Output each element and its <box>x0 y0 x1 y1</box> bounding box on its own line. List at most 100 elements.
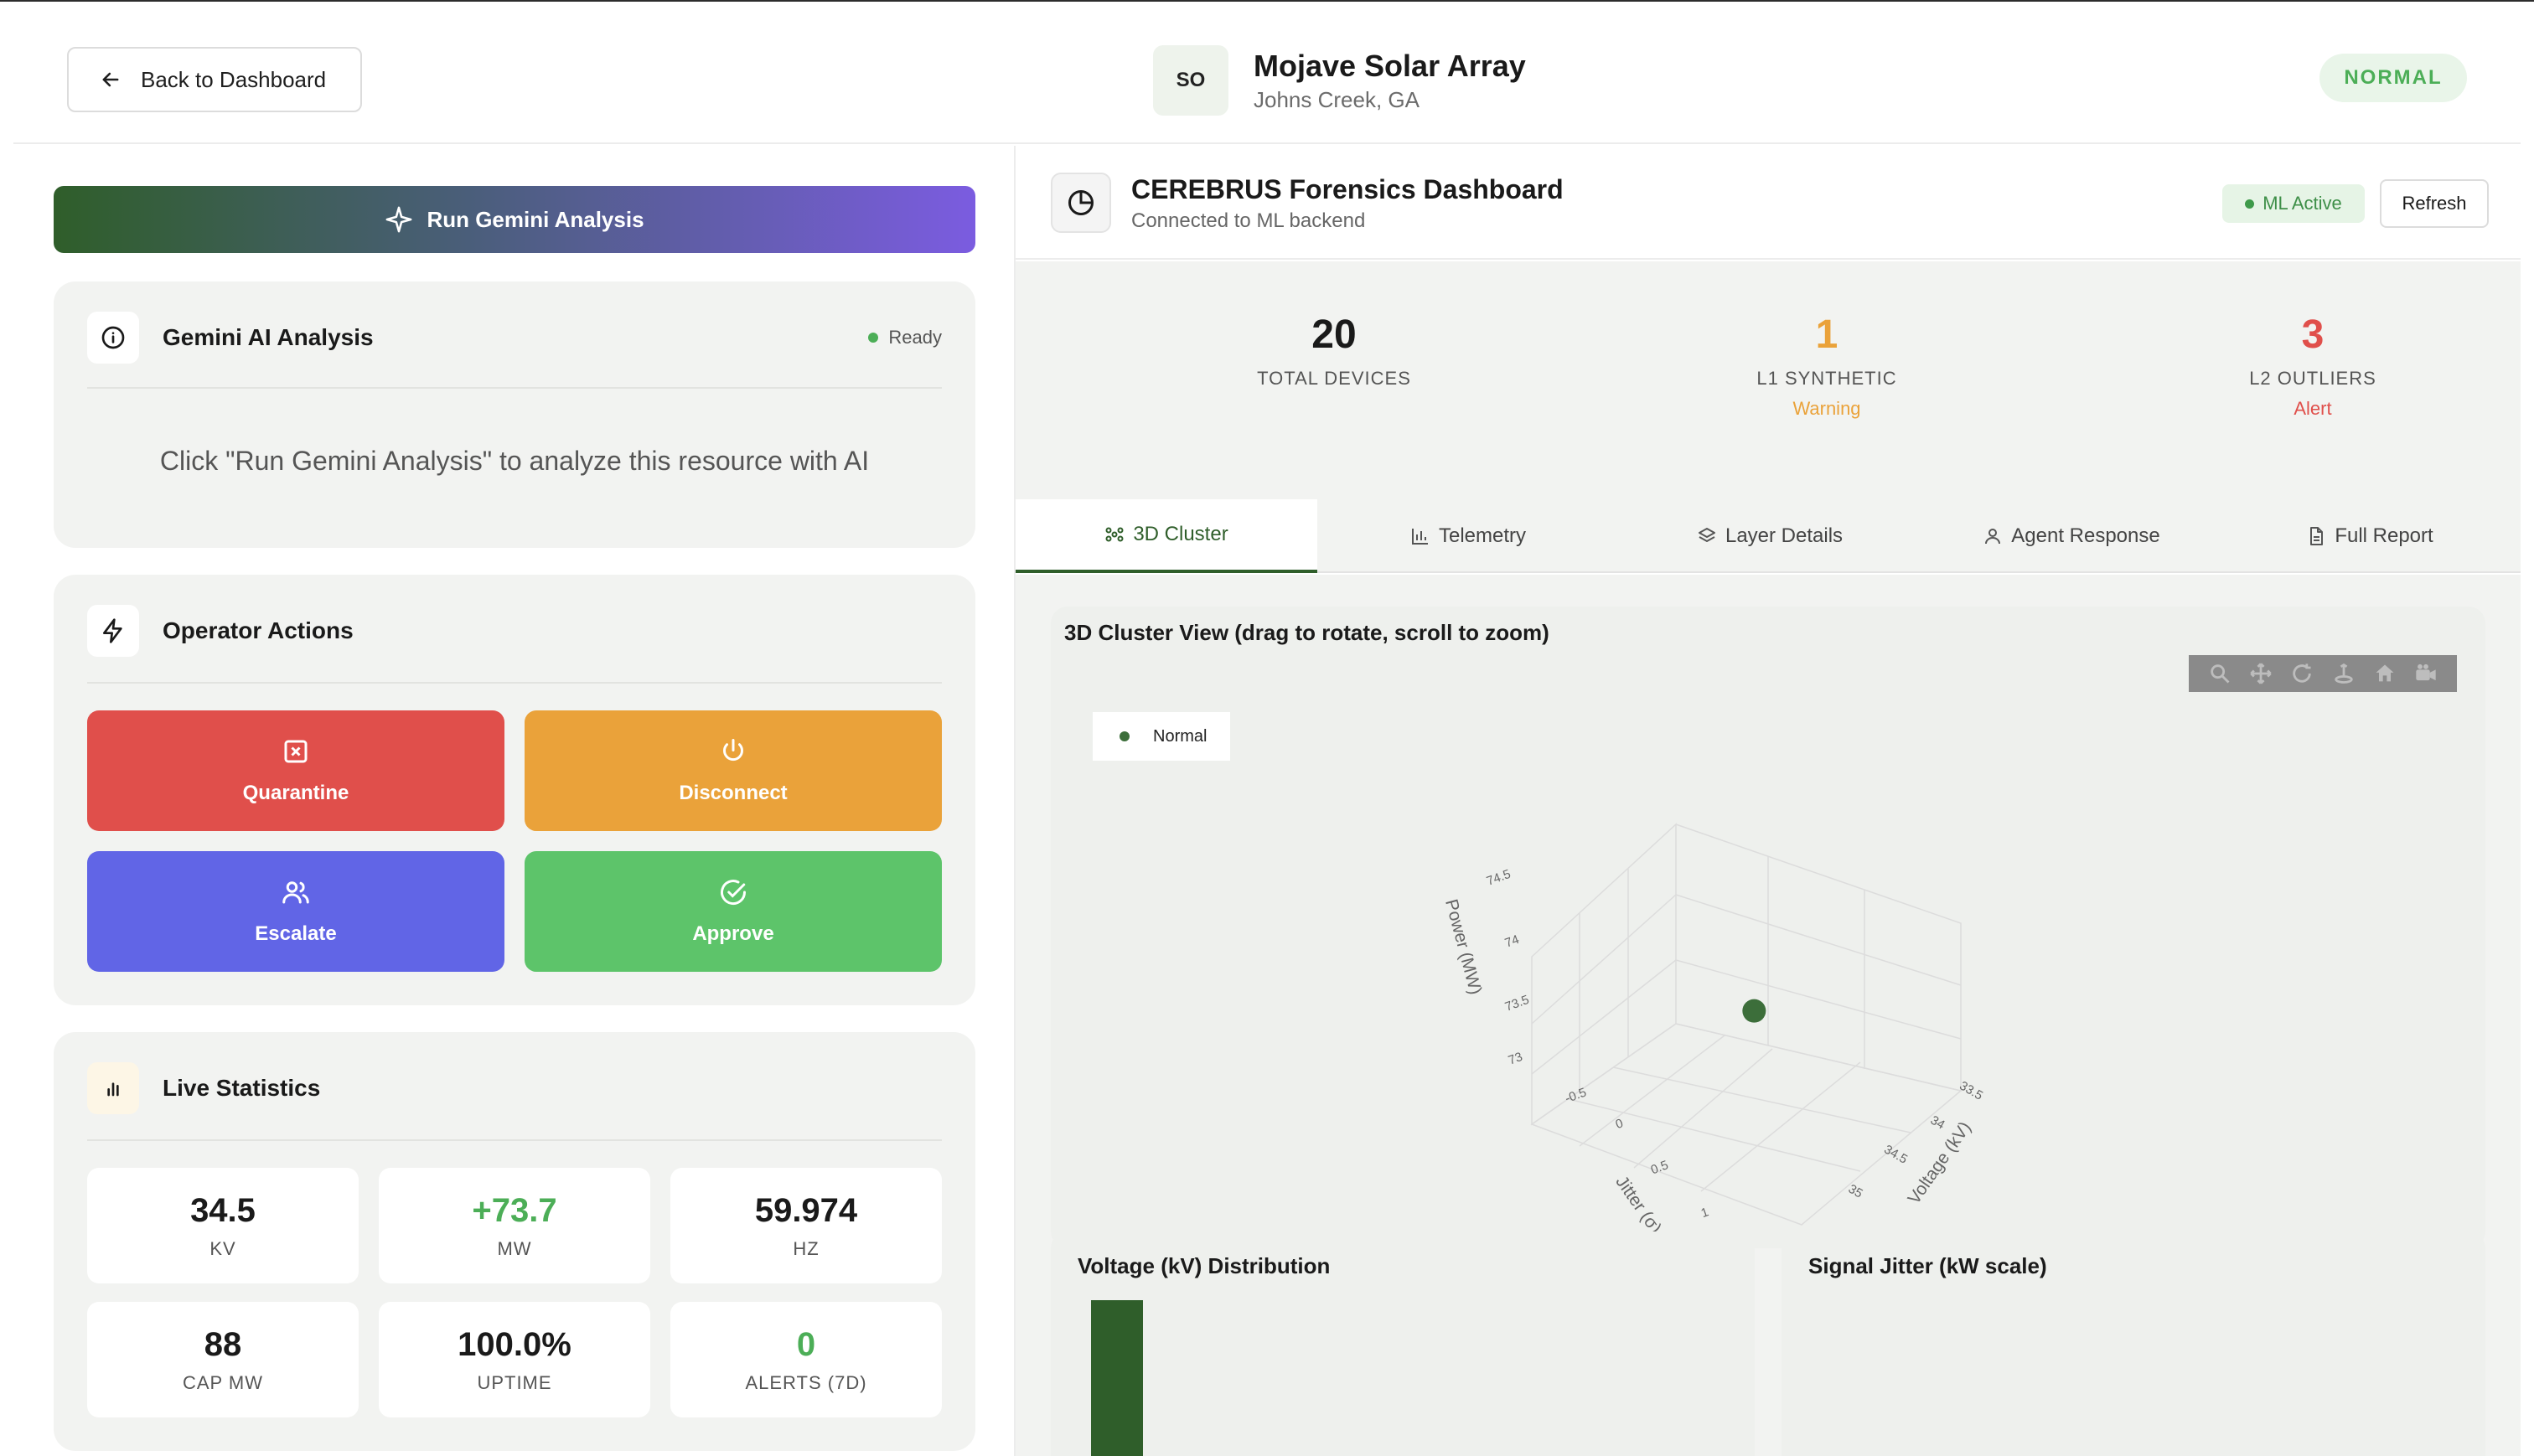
cluster-view-title: 3D Cluster View (drag to rotate, scroll … <box>1064 620 1549 645</box>
stat-label: ALERTS (7D) <box>745 1371 867 1393</box>
voltage-distribution-card: Voltage (kV) Distribution <box>1051 1231 1755 1456</box>
stat-mw: +73.7 MW <box>379 1168 650 1283</box>
home-icon[interactable] <box>2373 662 2397 685</box>
x-tick-label: 33.5 <box>1957 1078 1985 1102</box>
stat-value: +73.7 <box>472 1191 557 1229</box>
metric-l2-outliers: 3 L2 OUTLIERS Alert <box>2137 312 2489 420</box>
tab-layer-details[interactable]: Layer Details <box>1619 499 1921 573</box>
column-divider <box>1014 146 1016 1456</box>
gemini-status: Ready <box>868 327 942 349</box>
tab-3d-cluster[interactable]: 3D Cluster <box>1016 499 1317 573</box>
refresh-button[interactable]: Refresh <box>2380 179 2489 228</box>
z-tick-label: 73.5 <box>1503 993 1531 1015</box>
pan-icon[interactable] <box>2249 662 2273 685</box>
sparkle-icon <box>385 206 412 233</box>
tab-label: Full Report <box>2335 524 2433 547</box>
jitter-distribution-title: Signal Jitter (kW scale) <box>1808 1253 2047 1278</box>
divider <box>87 682 942 684</box>
stat-alerts: 0 ALERTS (7D) <box>670 1302 942 1417</box>
stat-label: KV <box>209 1237 236 1259</box>
info-icon <box>87 312 139 364</box>
site-name: Mojave Solar Array <box>1254 49 1526 83</box>
orbit-rotate-icon[interactable] <box>2290 662 2314 685</box>
tab-telemetry[interactable]: Telemetry <box>1317 499 1619 573</box>
back-label: Back to Dashboard <box>141 66 327 92</box>
tab-label: Agent Response <box>2011 524 2160 547</box>
ml-badge-label: ML Active <box>2262 193 2342 214</box>
stat-kv: 34.5 KV <box>87 1168 359 1283</box>
disconnect-button[interactable]: Disconnect <box>525 710 942 831</box>
stat-value: 59.974 <box>754 1191 858 1229</box>
stat-cap-mw: 88 CAP MW <box>87 1302 359 1417</box>
camera-icon[interactable] <box>2414 662 2438 685</box>
divider <box>87 387 942 389</box>
stat-value: 100.0% <box>458 1325 571 1363</box>
voltage-distribution-title: Voltage (kV) Distribution <box>1078 1253 1331 1278</box>
users-icon <box>282 881 309 904</box>
metric-label: L2 OUTLIERS <box>2249 368 2376 389</box>
ml-active-badge: ML Active <box>2222 184 2365 223</box>
stat-value: 0 <box>796 1325 816 1363</box>
legend-label: Normal <box>1153 726 1208 746</box>
live-statistics-title: Live Statistics <box>163 1075 321 1101</box>
run-gemini-label: Run Gemini Analysis <box>427 206 644 232</box>
metric-status: Alert <box>2294 398 2332 419</box>
z-tick-label: 74 <box>1503 932 1521 951</box>
gemini-status-label: Ready <box>888 327 942 348</box>
page-header: Back to Dashboard SO Mojave Solar Array … <box>13 2 2521 144</box>
plot-grid <box>1530 823 1963 1226</box>
bar-chart-icon <box>87 1062 139 1114</box>
metric-label: L1 SYNTHETIC <box>1756 368 1897 389</box>
metric-value: 3 <box>2301 312 2325 357</box>
gemini-card-title: Gemini AI Analysis <box>163 324 374 350</box>
approve-button[interactable]: Approve <box>525 851 942 972</box>
turntable-icon[interactable] <box>2332 662 2356 685</box>
zoom-icon[interactable] <box>2208 662 2231 685</box>
back-to-dashboard-button[interactable]: Back to Dashboard <box>67 47 362 112</box>
divider <box>87 1139 942 1141</box>
metric-label: TOTAL DEVICES <box>1257 368 1411 389</box>
z-tick-label: 74.5 <box>1485 867 1513 889</box>
y-axis-title: Jitter (σ) <box>1611 1173 1665 1237</box>
legend-marker <box>1120 731 1130 741</box>
z-tick-label: 73 <box>1507 1050 1524 1068</box>
tab-label: Layer Details <box>1725 524 1844 547</box>
y-tick-label: 1 <box>1699 1205 1711 1221</box>
check-circle-icon <box>721 880 747 906</box>
layers-icon <box>1698 528 1715 542</box>
forensics-title: CEREBRUS Forensics Dashboard <box>1131 174 1564 204</box>
escalate-button[interactable]: Escalate <box>87 851 504 972</box>
disconnect-label: Disconnect <box>679 782 788 804</box>
power-icon <box>723 739 743 762</box>
jitter-distribution-card: Signal Jitter (kW scale) <box>1782 1231 2485 1456</box>
lightning-icon <box>87 605 139 657</box>
stat-label: HZ <box>793 1237 820 1259</box>
cluster-data-point[interactable] <box>1742 999 1766 1023</box>
quarantine-button[interactable]: Quarantine <box>87 710 504 831</box>
stat-label: CAP MW <box>182 1371 264 1393</box>
gemini-analysis-card: Gemini AI Analysis Ready <box>54 281 975 548</box>
stat-hz: 59.974 HZ <box>670 1168 942 1283</box>
quarantine-label: Quarantine <box>242 782 349 804</box>
tab-label: 3D Cluster <box>1133 523 1228 545</box>
stat-label: MW <box>497 1237 532 1259</box>
x-tick-label: 35 <box>1846 1182 1865 1201</box>
tab-agent-response[interactable]: Agent Response <box>1921 499 2222 573</box>
metric-status: Warning <box>1792 398 1861 419</box>
tab-full-report[interactable]: Full Report <box>2219 499 2521 573</box>
metric-value: 20 <box>1311 312 1357 357</box>
arrow-left-icon <box>102 72 119 87</box>
run-gemini-analysis-button[interactable]: Run Gemini Analysis <box>54 186 975 253</box>
bar-chart-icon <box>1411 529 1428 545</box>
cluster-icon <box>1105 527 1124 542</box>
escalate-label: Escalate <box>255 922 337 945</box>
y-tick-label: 0.5 <box>1649 1158 1670 1177</box>
tab-label: Telemetry <box>1438 524 1527 547</box>
plot-legend[interactable]: Normal <box>1093 712 1230 761</box>
stat-value: 34.5 <box>190 1191 256 1229</box>
forensics-metrics: 20 TOTAL DEVICES 1 L1 SYNTHETIC Warning … <box>1016 261 2521 499</box>
metric-value: 1 <box>1815 312 1838 357</box>
forensics-header: CEREBRUS Forensics Dashboard Connected t… <box>1016 146 2521 260</box>
z-axis-title: Power (MW) <box>1441 897 1485 997</box>
